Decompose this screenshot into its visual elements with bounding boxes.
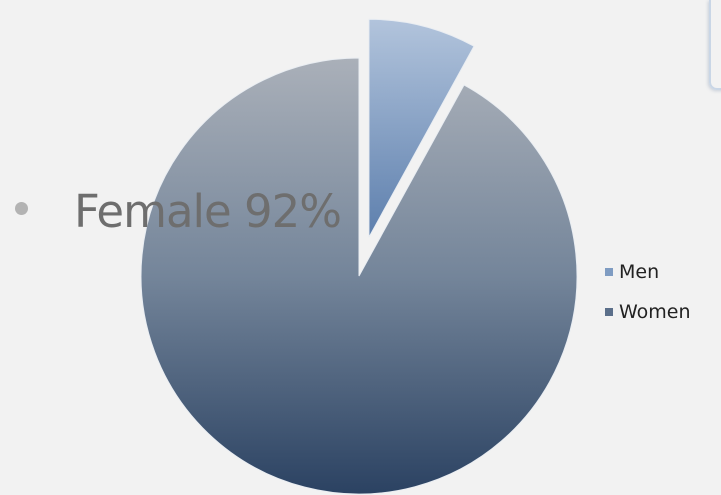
chart-legend: Men Women: [605, 252, 691, 332]
legend-swatch-women: [605, 308, 613, 316]
legend-item-men: Men: [605, 252, 691, 292]
legend-label-women: Women: [619, 301, 691, 323]
corner-box: [709, 0, 721, 90]
pie-slice-women: [140, 57, 578, 495]
bullet-text: Female 92%: [74, 185, 342, 238]
legend-swatch-men: [605, 268, 613, 276]
bullet-dot: [15, 202, 28, 215]
legend-item-women: Women: [605, 292, 691, 332]
legend-label-men: Men: [619, 261, 660, 283]
pie-slice-men: [368, 18, 475, 238]
